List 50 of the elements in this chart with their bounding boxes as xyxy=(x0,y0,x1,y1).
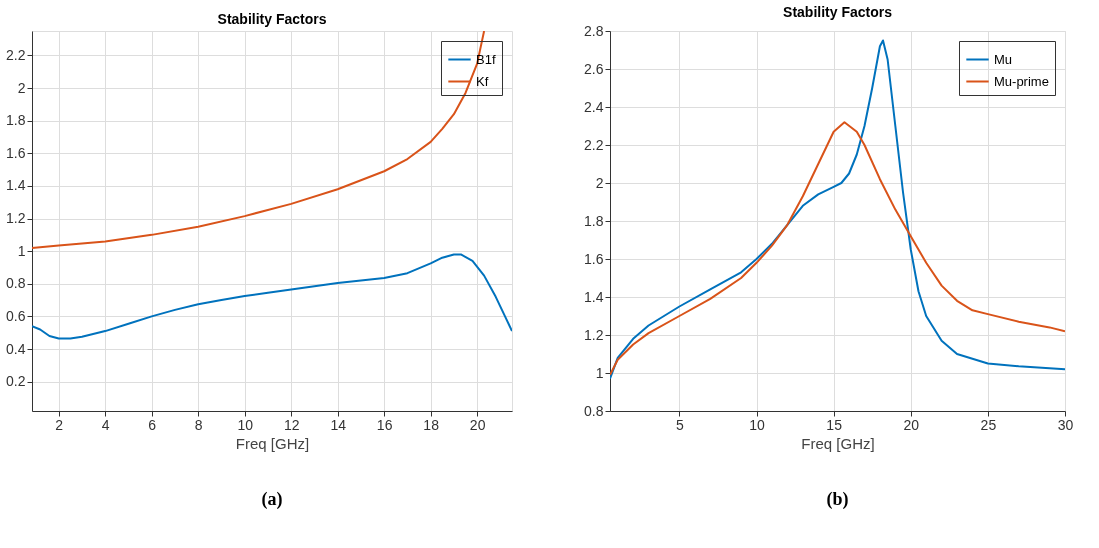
x-tick-label: 16 xyxy=(376,416,393,433)
x-tick-label: 5 xyxy=(676,416,685,433)
x-tick-label: 15 xyxy=(826,416,843,433)
y-tick-label: 1 xyxy=(17,242,26,259)
x-tick-label: 2 xyxy=(55,416,64,433)
x-tick-label: 25 xyxy=(980,416,997,433)
y-tick-label: 0.6 xyxy=(6,307,26,324)
x-tick-label: 14 xyxy=(330,416,347,433)
y-tick-label: 0.8 xyxy=(584,402,604,419)
x-tick-label: 8 xyxy=(194,416,203,433)
y-tick-label: 1.2 xyxy=(6,210,26,227)
text: (b) xyxy=(826,489,849,510)
x-tick-label: 20 xyxy=(469,416,486,433)
line-series xyxy=(610,39,1065,380)
legend-label: Mu xyxy=(994,51,1013,67)
y-tick-label: 1.4 xyxy=(6,177,26,194)
y-tick-label: 2.8 xyxy=(584,22,604,39)
text: (a) xyxy=(261,489,283,510)
y-tick-label: 1.6 xyxy=(6,144,26,161)
x-tick-label: 12 xyxy=(283,416,300,433)
x-axis-title: Freq [GHz] xyxy=(235,434,310,452)
y-tick-label: 2 xyxy=(595,174,604,191)
x-tick-label: 10 xyxy=(749,416,766,433)
chart-title: Stability Factors xyxy=(217,11,327,27)
y-tick-label: 1 xyxy=(595,364,604,381)
y-tick-label: 0.8 xyxy=(6,275,26,292)
y-tick-label: 2.2 xyxy=(584,136,604,153)
y-tick-label: 1.6 xyxy=(584,250,604,267)
x-tick-label: 30 xyxy=(1057,416,1074,433)
legend-label: Kf xyxy=(476,73,489,89)
y-tick-label: 2 xyxy=(17,79,26,96)
chart-title: Stability Factors xyxy=(783,4,893,20)
y-tick-label: 1.4 xyxy=(584,288,604,305)
x-tick-label: 6 xyxy=(148,416,157,433)
y-tick-label: 2.6 xyxy=(584,60,604,77)
y-tick-label: 2.4 xyxy=(584,98,604,115)
x-axis-title: Freq [GHz] xyxy=(801,434,875,452)
legend-label: Mu-prime xyxy=(994,73,1049,89)
y-tick-label: 1.8 xyxy=(584,212,604,229)
line-series xyxy=(610,121,1065,376)
y-tick-label: 1.2 xyxy=(584,326,604,343)
x-tick-label: 20 xyxy=(903,416,920,433)
x-tick-label: 10 xyxy=(237,416,254,433)
y-tick-label: 2.2 xyxy=(6,46,26,63)
x-tick-label: 18 xyxy=(423,416,440,433)
x-tick-label: 4 xyxy=(101,416,110,433)
y-tick-label: 0.4 xyxy=(6,340,26,357)
y-tick-label: 0.2 xyxy=(6,373,26,390)
y-tick-label: 1.8 xyxy=(6,112,26,129)
line-series xyxy=(32,253,512,340)
